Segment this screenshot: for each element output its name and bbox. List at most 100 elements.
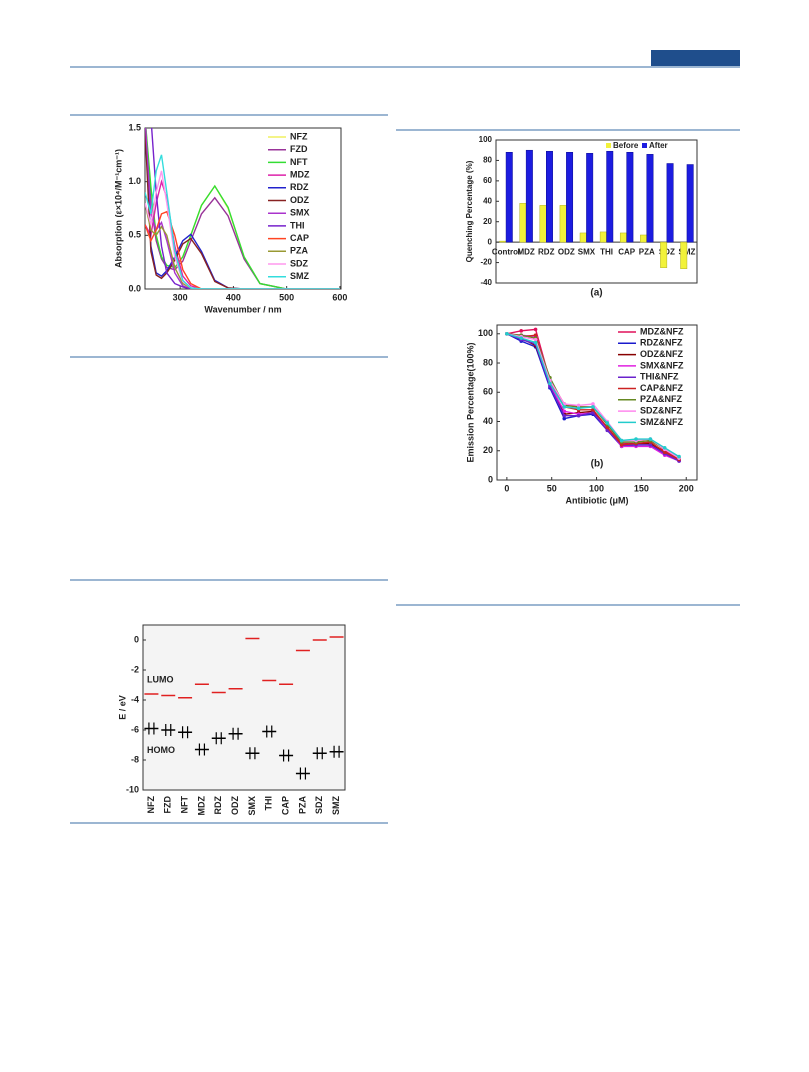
point	[619, 443, 624, 447]
x-tick-label: SMZ	[331, 796, 341, 816]
x-tick-label: ODZ	[558, 247, 575, 256]
x-tick-label: MDZ	[517, 247, 534, 256]
point	[648, 437, 653, 441]
y-tick-label: -4	[131, 694, 139, 704]
x-tick-label: 600	[332, 292, 347, 302]
y-tick-label: 40	[483, 416, 493, 426]
legend-label: After	[649, 141, 668, 150]
legend-label: SMX	[290, 208, 310, 218]
chart: 0 20 40 60 80 100 0 50 100 150 200 Antibiotic (μM) E…	[465, 324, 698, 505]
y-tick-label: 1.5	[128, 122, 141, 132]
x-tick-label: 300	[173, 292, 188, 302]
x-tick-label: THI	[264, 796, 274, 811]
x-tick-label: 150	[634, 483, 649, 493]
legend-label: SDZ&NFZ	[640, 405, 682, 415]
point	[562, 416, 567, 421]
bar	[626, 152, 634, 243]
legend-label: PZA&NFZ	[640, 394, 682, 404]
x-tick-label: FZD	[163, 796, 173, 814]
series-label: HOMO	[147, 745, 175, 755]
line	[145, 128, 340, 289]
y-tick-label: 80	[483, 357, 493, 367]
bar	[559, 205, 567, 243]
bar	[539, 205, 547, 243]
y-axis-label: E / eV	[117, 695, 127, 720]
point	[505, 331, 509, 336]
x-tick-label: RDZ	[538, 247, 555, 256]
x-tick-label: RDZ	[213, 796, 223, 815]
legend-swatch	[606, 143, 611, 148]
bar	[606, 150, 614, 243]
bar	[525, 149, 533, 243]
legend-label: CAP&NFZ	[640, 383, 683, 393]
legend-label: THI&NFZ	[640, 372, 679, 382]
x-tick-label: PZA	[297, 795, 307, 814]
x-tick-label: NFZ	[146, 796, 156, 814]
y-tick-label: 0.0	[128, 283, 141, 293]
x-axis-label: Antibiotic (μM)	[566, 495, 629, 505]
legend-label: ODZ&NFZ	[640, 349, 683, 359]
bar	[640, 234, 647, 243]
point	[591, 405, 595, 409]
point	[533, 337, 538, 342]
legend-label: FZD	[290, 144, 308, 154]
y-tick-label: -40	[480, 278, 492, 287]
bar	[619, 232, 627, 243]
point	[519, 329, 524, 333]
point	[533, 327, 538, 332]
line	[145, 179, 340, 289]
legend-label: SMZ&NFZ	[640, 417, 683, 427]
point	[605, 421, 610, 425]
legend-label: NFT	[290, 157, 308, 167]
legend-label: SMX&NFZ	[640, 360, 684, 370]
chart: 0 -2 -4 -6 -8 -10 E / eV NFZ FZD NFT MDZ RDZ ODZ SMX T…	[117, 624, 346, 816]
x-tick-label: SMX	[578, 247, 596, 256]
header-block	[651, 50, 740, 66]
x-axis-label: Wavenumber / nm	[204, 304, 281, 314]
x-tick-label: 400	[226, 292, 241, 302]
y-tick-label: 20	[483, 217, 492, 226]
legend-label: CAP	[290, 233, 309, 243]
x-tick-label: SDZ	[314, 795, 324, 814]
x-tick-label: MDZ	[196, 796, 206, 816]
plot-frame	[495, 139, 698, 284]
x-tick-label: 50	[547, 483, 557, 493]
bar	[666, 163, 674, 243]
bar	[586, 153, 594, 243]
y-tick-label: 40	[483, 196, 492, 205]
legend-label: THI	[290, 220, 305, 230]
y-axis-label: Absorption (ε×10⁴/M⁻¹cm⁻¹)	[113, 149, 123, 268]
bar	[505, 152, 513, 243]
line	[150, 128, 340, 289]
point	[576, 406, 581, 411]
annotation: (a)	[590, 288, 602, 299]
x-tick-label: 200	[679, 483, 694, 493]
point	[591, 402, 595, 406]
y-tick-label: -6	[131, 724, 139, 734]
x-tick-label: THI	[600, 247, 613, 256]
point	[548, 381, 552, 386]
x-tick-label: CAP	[280, 796, 290, 815]
bar	[680, 241, 688, 269]
line	[145, 210, 340, 289]
point	[677, 454, 681, 459]
bar	[686, 164, 694, 243]
annotation: (b)	[591, 459, 604, 470]
point	[648, 443, 653, 447]
chart: 0.0 0.5 1.0 1.5 300 400 500 600 Wavenumber / nm A…	[113, 122, 347, 314]
point	[562, 409, 567, 414]
series-label: LUMO	[147, 674, 174, 684]
legend-label: SDZ	[290, 258, 309, 268]
y-tick-label: 0.5	[128, 230, 141, 240]
y-tick-label: -8	[131, 754, 139, 764]
x-tick-label: Control	[492, 247, 520, 256]
point	[619, 438, 624, 443]
y-tick-label: 0	[488, 237, 493, 246]
legend-label: PZA	[290, 246, 309, 256]
legend-label: RDZ	[290, 182, 309, 192]
legend-label: MDZ	[290, 169, 310, 179]
point	[562, 413, 567, 418]
bar	[499, 240, 507, 243]
y-tick-label: 60	[483, 176, 492, 185]
